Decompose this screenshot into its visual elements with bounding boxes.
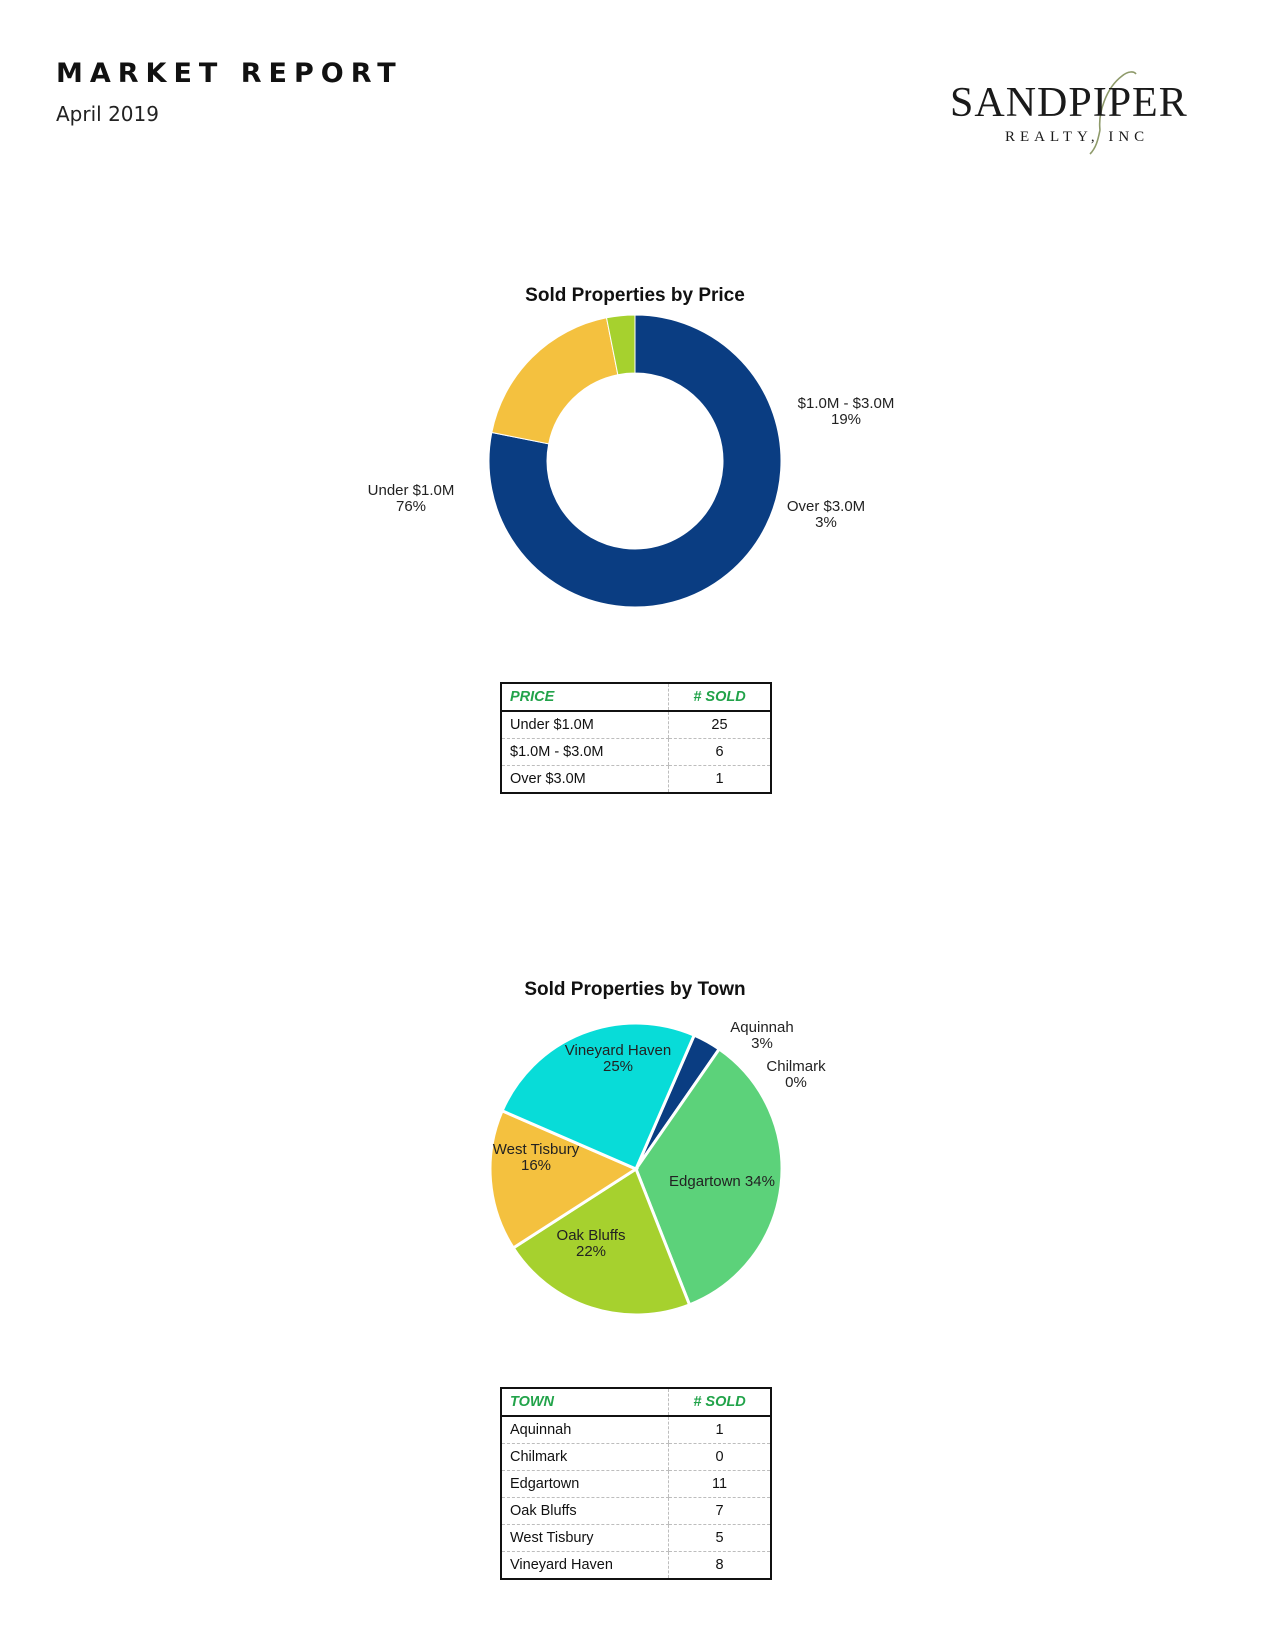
town-cell: Edgartown (501, 1470, 669, 1498)
town-label-oak-bluffs: Oak Bluffs (557, 1227, 626, 1244)
price-slice-under-1-0m (488, 314, 782, 608)
table-row: West Tisbury 5 (501, 1524, 771, 1552)
logo-swash (1098, 71, 1137, 131)
price-label-1-0m-3-0m-pct: 19% (831, 411, 861, 428)
company-logo: SANDPIPER REALTY, INC (950, 71, 1188, 155)
town-table-header-row: TOWN # SOLD (501, 1388, 771, 1417)
town-cell: Chilmark (501, 1443, 669, 1471)
logo-name: SANDPIPER (950, 80, 1188, 126)
town-label-aquinnah-pct: 3% (751, 1035, 773, 1052)
price-chart-slices (488, 314, 782, 608)
table-row: Under $1.0M 25 (501, 711, 771, 739)
town-cell: Oak Bluffs (501, 1497, 669, 1525)
report-title: MARKET REPORT (56, 58, 403, 89)
town-table-header-town: TOWN (501, 1388, 669, 1417)
table-row: Edgartown 11 (501, 1470, 771, 1498)
table-row: $1.0M - $3.0M 6 (501, 738, 771, 766)
sold-count-cell: 1 (668, 765, 771, 793)
sold-count-cell: 25 (668, 711, 771, 739)
town-table: TOWN # SOLD Aquinnah 1 Chilmark 0 Edgart… (500, 1387, 772, 1580)
price-table-header-row: PRICE # SOLD (501, 683, 771, 712)
table-row: Oak Bluffs 7 (501, 1497, 771, 1525)
logo-tagline: REALTY, INC (1005, 129, 1149, 145)
town-label-vineyard-haven-pct: 25% (603, 1058, 633, 1075)
town-slice-vineyard-haven (500, 1021, 697, 1171)
sold-count-cell: 1 (668, 1416, 771, 1444)
price-chart-title: Sold Properties by Price (525, 285, 745, 306)
town-slice-edgartown (634, 1046, 784, 1307)
town-label-aquinnah: Aquinnah (730, 1019, 793, 1036)
town-label-vineyard-haven: Vineyard Haven (565, 1042, 671, 1059)
price-slice-1-0m-3-0m (491, 317, 619, 445)
price-label-under-1-0m: Under $1.0M (368, 482, 455, 499)
table-row: Aquinnah 1 (501, 1416, 771, 1444)
town-slice-west-tisbury (488, 1108, 640, 1251)
price-label-1-0m-3-0m: $1.0M - $3.0M (798, 395, 895, 412)
price-label-over-3-0m: Over $3.0M (787, 498, 865, 515)
town-chart-title: Sold Properties by Town (524, 979, 745, 1000)
report-date: April 2019 (56, 102, 159, 126)
town-label-chilmark: Chilmark (766, 1058, 826, 1075)
price-table-header-sold: # SOLD (668, 683, 771, 712)
sold-count-cell: 7 (668, 1497, 771, 1525)
sold-count-cell: 6 (668, 738, 771, 766)
town-cell: Vineyard Haven (510, 1557, 613, 1573)
town-label-chilmark-pct: 0% (785, 1074, 807, 1091)
town-label-edgartown: Edgartown 34% (669, 1173, 775, 1190)
sold-count-cell: 8 (668, 1551, 771, 1579)
price-label-over-3-0m-pct: 3% (815, 514, 837, 531)
table-row: Chilmark 0 (501, 1443, 771, 1471)
price-cell: $1.0M - $3.0M (501, 738, 669, 766)
town-cell: West Tisbury (501, 1524, 669, 1552)
sold-count-cell: 5 (668, 1524, 771, 1552)
town-slice-oak-bluffs (511, 1166, 692, 1317)
town-label-west-tisbury-pct: 16% (521, 1157, 551, 1174)
price-label-under-1-0m-pct: 76% (396, 498, 426, 515)
town-label-west-tisbury: West Tisbury (493, 1141, 580, 1158)
logo-swash-tail (1089, 129, 1101, 155)
price-cell: Under $1.0M (501, 711, 669, 739)
price-table: PRICE # SOLD Under $1.0M 25 $1.0M - $3.0… (500, 682, 772, 794)
town-label-oak-bluffs-pct: 22% (576, 1243, 606, 1260)
table-row: Over $3.0M 1 (501, 765, 771, 793)
table-row: Vineyard Haven 8 (501, 1551, 771, 1579)
sold-count-cell: 0 (668, 1443, 771, 1471)
price-table-header-price: PRICE (501, 683, 669, 712)
price-slice-over-3-0m (605, 314, 636, 376)
sold-count-cell: 11 (668, 1470, 771, 1498)
town-chart-slices (488, 1021, 784, 1317)
town-table-header-sold: # SOLD (668, 1388, 771, 1417)
price-cell: Over $3.0M (510, 771, 586, 787)
town-cell: Aquinnah (501, 1416, 669, 1444)
